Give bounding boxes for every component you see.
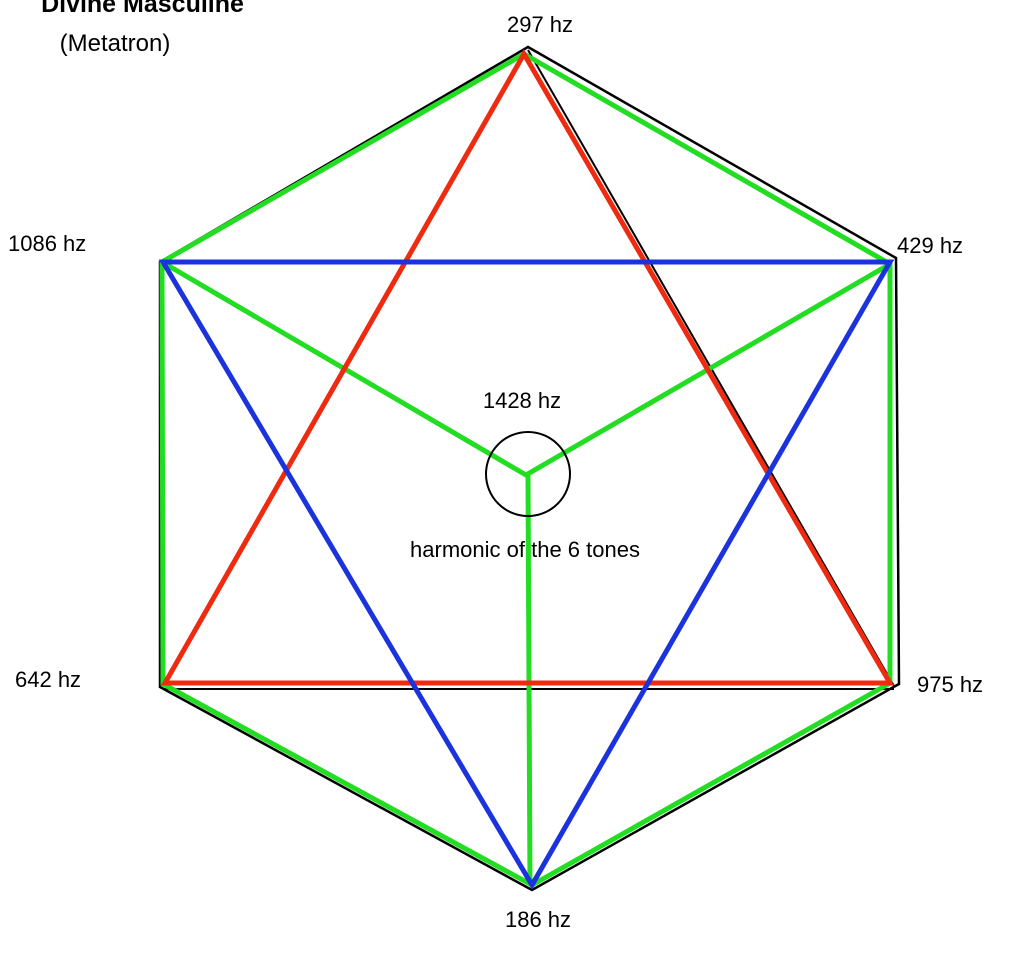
node-label-top: 297 hz — [506, 12, 574, 37]
green-spokes-upper — [160, 259, 892, 478]
blue-triangle — [158, 259, 895, 890]
node-label-bottom: 186 hz — [504, 907, 572, 932]
node-label-upper-right: 429 hz — [897, 233, 964, 258]
red-triangle — [160, 48, 895, 686]
center-caption: harmonic of the 6 tones — [410, 537, 640, 562]
node-label-lower-left: 642 hz — [15, 667, 82, 692]
center-circle — [485, 431, 571, 517]
diagram-subtitle: (Metatron) — [59, 30, 171, 57]
node-label-lower-right: 975 hz — [917, 672, 984, 697]
green-hexagon — [159, 51, 893, 888]
diagram-title: Divine Masculine — [41, 0, 244, 18]
node-label-upper-left: 1086 hz — [8, 231, 87, 256]
green-spoke-lower — [525, 474, 533, 886]
node-label-center: 1428 hz — [482, 388, 562, 413]
